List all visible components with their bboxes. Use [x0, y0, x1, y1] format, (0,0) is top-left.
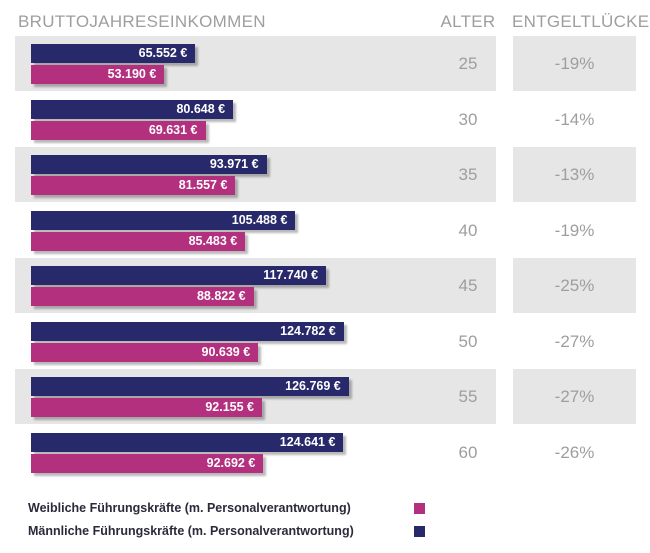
gap-value-60: -26% [554, 442, 595, 462]
row-age-55: 126.769 € 92.155 € 55 -27% [0, 369, 650, 424]
gap-value-25: -19% [554, 54, 595, 73]
age-label-60: 60 [458, 442, 478, 462]
row-age-45: 117.740 € 88.822 € 45 -25% [0, 258, 650, 313]
legend-male-label: Männliche Führungskräfte (m. Personalver… [28, 524, 354, 538]
legend-male-swatch [414, 526, 425, 537]
bar-male-25: 65.552 € [31, 44, 196, 63]
row-age-25: 65.552 € 53.190 € 25 -19% [0, 36, 650, 91]
row-gap-background [513, 36, 636, 91]
gap-value-40: -19% [554, 220, 595, 240]
gap-value-45: -25% [554, 276, 595, 295]
row-age-40: 105.488 €85.483 € 40 -19% [0, 203, 650, 258]
header-income: BRUTTOJAHRESEINKOMMEN [18, 12, 266, 31]
row-age-35: 93.971 € 81.557 € 35 -13% [0, 147, 650, 202]
bar-male-50: 124.782 € [31, 321, 344, 341]
row-age-30: 80.648 €69.631 € 30 -14% [0, 92, 650, 147]
bar-female-35: 81.557 € [31, 176, 236, 195]
bar-female-40: 85.483 € [31, 231, 246, 251]
bar-male-45: 117.740 € [31, 266, 327, 285]
legend-female-swatch [414, 503, 425, 514]
bar-male-40: 105.488 € [31, 210, 296, 230]
row-gap-background [513, 258, 636, 313]
bar-female-30: 69.631 € [31, 120, 206, 140]
legend-female-label: Weibliche Führungskräfte (m. Personalver… [28, 501, 351, 515]
legend-female: Weibliche Führungskräfte (m. Personalver… [28, 501, 351, 515]
bar-male-55: 126.769 € [31, 377, 349, 396]
bar-male-30: 80.648 € [31, 99, 234, 119]
gap-value-30: -14% [554, 109, 595, 129]
age-label-25: 25 [458, 54, 478, 73]
bar-female-55: 92.155 € [31, 398, 262, 417]
age-label-30: 30 [458, 109, 478, 129]
age-label-45: 45 [458, 276, 478, 295]
header-age: ALTER [440, 12, 496, 31]
gap-value-35: -13% [554, 165, 595, 184]
bar-female-50: 90.639 € [31, 342, 259, 362]
legend-male: Männliche Führungskräfte (m. Personalver… [28, 524, 354, 538]
row-gap-background [513, 147, 636, 202]
age-label-35: 35 [458, 165, 478, 184]
bar-female-45: 88.822 € [31, 287, 254, 306]
bar-female-60: 92.692 € [31, 453, 264, 473]
gap-value-50: -27% [554, 331, 595, 351]
row-age-50: 124.782 €90.639 € 50 -27% [0, 314, 650, 369]
gap-value-55: -27% [554, 387, 595, 406]
age-label-40: 40 [458, 220, 478, 240]
row-gap-background [513, 369, 636, 424]
age-label-50: 50 [458, 331, 478, 351]
row-age-60: 124.641 €92.692 € 60 -26% [0, 425, 650, 480]
header-pay-gap: ENTGELTLÜCKE [512, 12, 650, 31]
age-label-55: 55 [458, 387, 478, 406]
bar-male-35: 93.971 € [31, 155, 267, 174]
bar-male-60: 124.641 € [31, 432, 344, 452]
bar-female-25: 53.190 € [31, 65, 165, 84]
